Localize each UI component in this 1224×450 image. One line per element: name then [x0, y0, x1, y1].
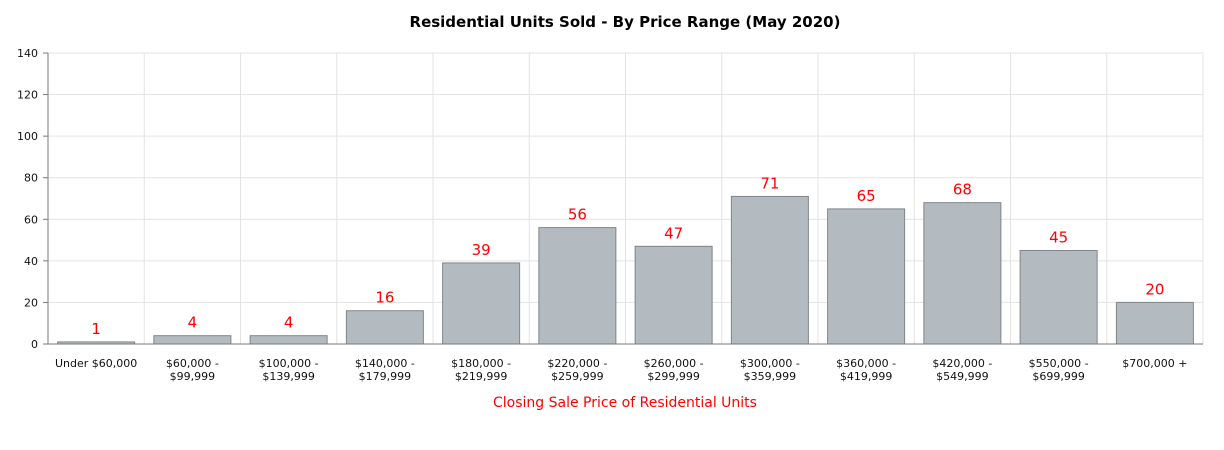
- x-tick-label: $100,000 -$139,999: [259, 357, 319, 383]
- y-tick-label: 120: [17, 89, 38, 102]
- grid-lines: [48, 52, 1204, 345]
- chart-title: Residential Units Sold - By Price Range …: [410, 13, 841, 31]
- y-tick-label: 80: [24, 172, 38, 185]
- bar: [249, 335, 328, 345]
- bar: [1115, 301, 1194, 345]
- data-label: 45: [1049, 228, 1068, 246]
- bar: [345, 310, 424, 345]
- data-label: 39: [472, 241, 491, 259]
- bar: [730, 195, 809, 345]
- x-axis-title: Closing Sale Price of Residential Units: [493, 395, 757, 411]
- labels: 0 20 40 60 80 100 120 140 1 Under $60,000 4 $60,000…: [17, 47, 1187, 383]
- data-label: 56: [568, 206, 587, 224]
- bar: [923, 202, 1002, 345]
- bar: [827, 208, 906, 345]
- data-label: 71: [760, 174, 779, 192]
- data-label: 16: [375, 289, 394, 307]
- bar: [538, 227, 617, 345]
- bar: [1019, 249, 1098, 345]
- x-tick-label: Under $60,000: [55, 357, 137, 370]
- x-tick-label: $300,000 -$359,999: [740, 357, 800, 383]
- x-tick-label: $550,000 -$699,999: [1029, 357, 1089, 383]
- data-label: 4: [284, 314, 294, 332]
- x-tick-label: $60,000 -$99,999: [166, 357, 219, 383]
- bar: [634, 245, 713, 345]
- data-label: 65: [857, 187, 876, 205]
- data-label: 68: [953, 181, 972, 199]
- x-tick-label: $360,000 -$419,999: [836, 357, 896, 383]
- data-label: 20: [1145, 280, 1164, 298]
- axes: [43, 52, 1203, 345]
- y-tick-label: 140: [17, 47, 38, 60]
- x-tick-label: $220,000 -$259,999: [547, 357, 607, 383]
- x-tick-label: $140,000 -$179,999: [355, 357, 415, 383]
- x-tick-label: $700,000 +: [1122, 357, 1187, 370]
- data-label: 4: [188, 314, 198, 332]
- x-tick-label: $260,000 -$299,999: [644, 357, 704, 383]
- bars: [57, 195, 1194, 345]
- y-tick-label: 0: [31, 338, 38, 351]
- y-tick-label: 100: [17, 130, 38, 143]
- y-tick-label: 40: [24, 255, 38, 268]
- x-tick-label: $420,000 -$549,999: [932, 357, 992, 383]
- data-label: 1: [91, 320, 101, 338]
- y-tick-label: 60: [24, 213, 38, 226]
- data-label: 47: [664, 224, 683, 242]
- bar: [442, 262, 521, 345]
- y-tick-label: 20: [24, 296, 38, 309]
- bar: [153, 335, 232, 345]
- x-tick-label: $180,000 -$219,999: [451, 357, 511, 383]
